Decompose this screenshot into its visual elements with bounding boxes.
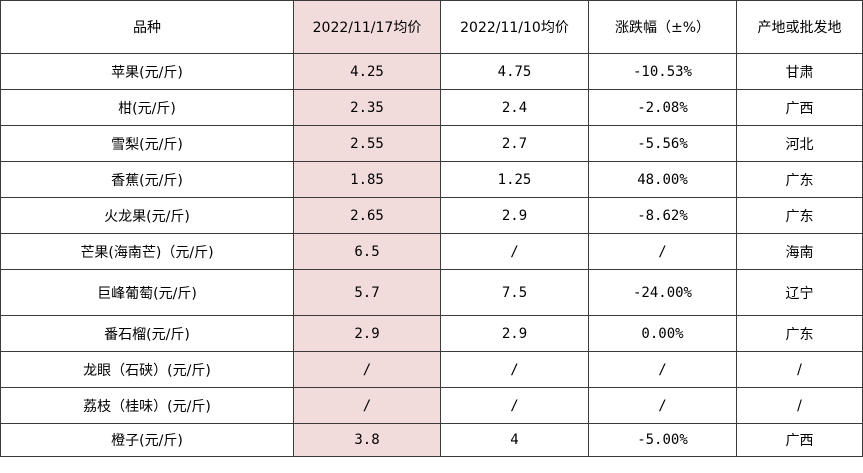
cell-origin: 广东 — [736, 315, 863, 352]
cell-avg-current: 6.5 — [293, 233, 441, 270]
table-row: 巨峰葡萄(元/斤) 5.7 7.5 -24.00% 辽宁 — [0, 269, 863, 316]
cell-avg-current: 3.8 — [293, 423, 441, 457]
table-row: 芒果(海南芒)（元/斤) 6.5 / / 海南 — [0, 233, 863, 270]
cell-avg-previous: 2.4 — [440, 89, 589, 126]
cell-change: / — [588, 387, 737, 424]
cell-change: -5.56% — [588, 125, 737, 162]
table-row: 火龙果(元/斤) 2.65 2.9 -8.62% 广东 — [0, 197, 863, 234]
cell-change: -2.08% — [588, 89, 737, 126]
price-table: 品种 2022/11/17均价 2022/11/10均价 涨跌幅（±%） 产地或… — [0, 0, 863, 457]
cell-avg-previous: / — [440, 387, 589, 424]
cell-variety: 香蕉(元/斤) — [0, 161, 294, 198]
cell-origin: 辽宁 — [736, 269, 863, 316]
cell-avg-previous: 2.9 — [440, 315, 589, 352]
cell-origin: 海南 — [736, 233, 863, 270]
table-body: 苹果(元/斤) 4.25 4.75 -10.53% 甘肃 柑(元/斤) 2.35… — [0, 53, 863, 457]
cell-variety: 番石榴(元/斤) — [0, 315, 294, 352]
cell-variety: 芒果(海南芒)（元/斤) — [0, 233, 294, 270]
cell-avg-previous: / — [440, 233, 589, 270]
cell-variety: 龙眼（石硖）(元/斤) — [0, 351, 294, 388]
table-header: 品种 2022/11/17均价 2022/11/10均价 涨跌幅（±%） 产地或… — [0, 0, 863, 54]
table-row: 柑(元/斤) 2.35 2.4 -2.08% 广西 — [0, 89, 863, 126]
cell-origin: / — [736, 387, 863, 424]
cell-change: / — [588, 351, 737, 388]
cell-avg-previous: 4.75 — [440, 53, 589, 90]
cell-origin: 广东 — [736, 161, 863, 198]
cell-change: / — [588, 233, 737, 270]
cell-variety: 橙子(元/斤) — [0, 423, 294, 457]
table-row: 苹果(元/斤) 4.25 4.75 -10.53% 甘肃 — [0, 53, 863, 90]
cell-avg-previous: 2.9 — [440, 197, 589, 234]
cell-avg-previous: 4 — [440, 423, 589, 457]
cell-origin: 广西 — [736, 423, 863, 457]
cell-avg-current: 2.35 — [293, 89, 441, 126]
cell-origin: / — [736, 351, 863, 388]
cell-origin: 甘肃 — [736, 53, 863, 90]
header-variety: 品种 — [0, 0, 294, 54]
cell-variety: 荔枝（桂味）(元/斤) — [0, 387, 294, 424]
table-row: 龙眼（石硖）(元/斤) / / / / — [0, 351, 863, 388]
cell-variety: 雪梨(元/斤) — [0, 125, 294, 162]
cell-variety: 火龙果(元/斤) — [0, 197, 294, 234]
cell-origin: 广东 — [736, 197, 863, 234]
cell-avg-current: / — [293, 351, 441, 388]
cell-change: 0.00% — [588, 315, 737, 352]
cell-change: -10.53% — [588, 53, 737, 90]
table-row: 香蕉(元/斤) 1.85 1.25 48.00% 广东 — [0, 161, 863, 198]
cell-avg-previous: 7.5 — [440, 269, 589, 316]
header-row: 品种 2022/11/17均价 2022/11/10均价 涨跌幅（±%） 产地或… — [0, 0, 863, 54]
cell-avg-previous: / — [440, 351, 589, 388]
header-origin: 产地或批发地 — [736, 0, 863, 54]
cell-avg-current: 2.65 — [293, 197, 441, 234]
cell-avg-current: 2.55 — [293, 125, 441, 162]
cell-avg-current: / — [293, 387, 441, 424]
table-row: 荔枝（桂味）(元/斤) / / / / — [0, 387, 863, 424]
cell-change: -24.00% — [588, 269, 737, 316]
table-row: 雪梨(元/斤) 2.55 2.7 -5.56% 河北 — [0, 125, 863, 162]
header-avg-previous: 2022/11/10均价 — [440, 0, 589, 54]
cell-change: 48.00% — [588, 161, 737, 198]
header-change: 涨跌幅（±%） — [588, 0, 737, 54]
cell-variety: 巨峰葡萄(元/斤) — [0, 269, 294, 316]
cell-avg-previous: 2.7 — [440, 125, 589, 162]
cell-avg-current: 4.25 — [293, 53, 441, 90]
cell-avg-current: 1.85 — [293, 161, 441, 198]
cell-variety: 苹果(元/斤) — [0, 53, 294, 90]
table-row: 橙子(元/斤) 3.8 4 -5.00% 广西 — [0, 423, 863, 457]
cell-change: -5.00% — [588, 423, 737, 457]
cell-avg-current: 2.9 — [293, 315, 441, 352]
cell-origin: 河北 — [736, 125, 863, 162]
table-row: 番石榴(元/斤) 2.9 2.9 0.00% 广东 — [0, 315, 863, 352]
cell-origin: 广西 — [736, 89, 863, 126]
cell-change: -8.62% — [588, 197, 737, 234]
header-avg-current: 2022/11/17均价 — [293, 0, 441, 54]
cell-variety: 柑(元/斤) — [0, 89, 294, 126]
cell-avg-previous: 1.25 — [440, 161, 589, 198]
cell-avg-current: 5.7 — [293, 269, 441, 316]
